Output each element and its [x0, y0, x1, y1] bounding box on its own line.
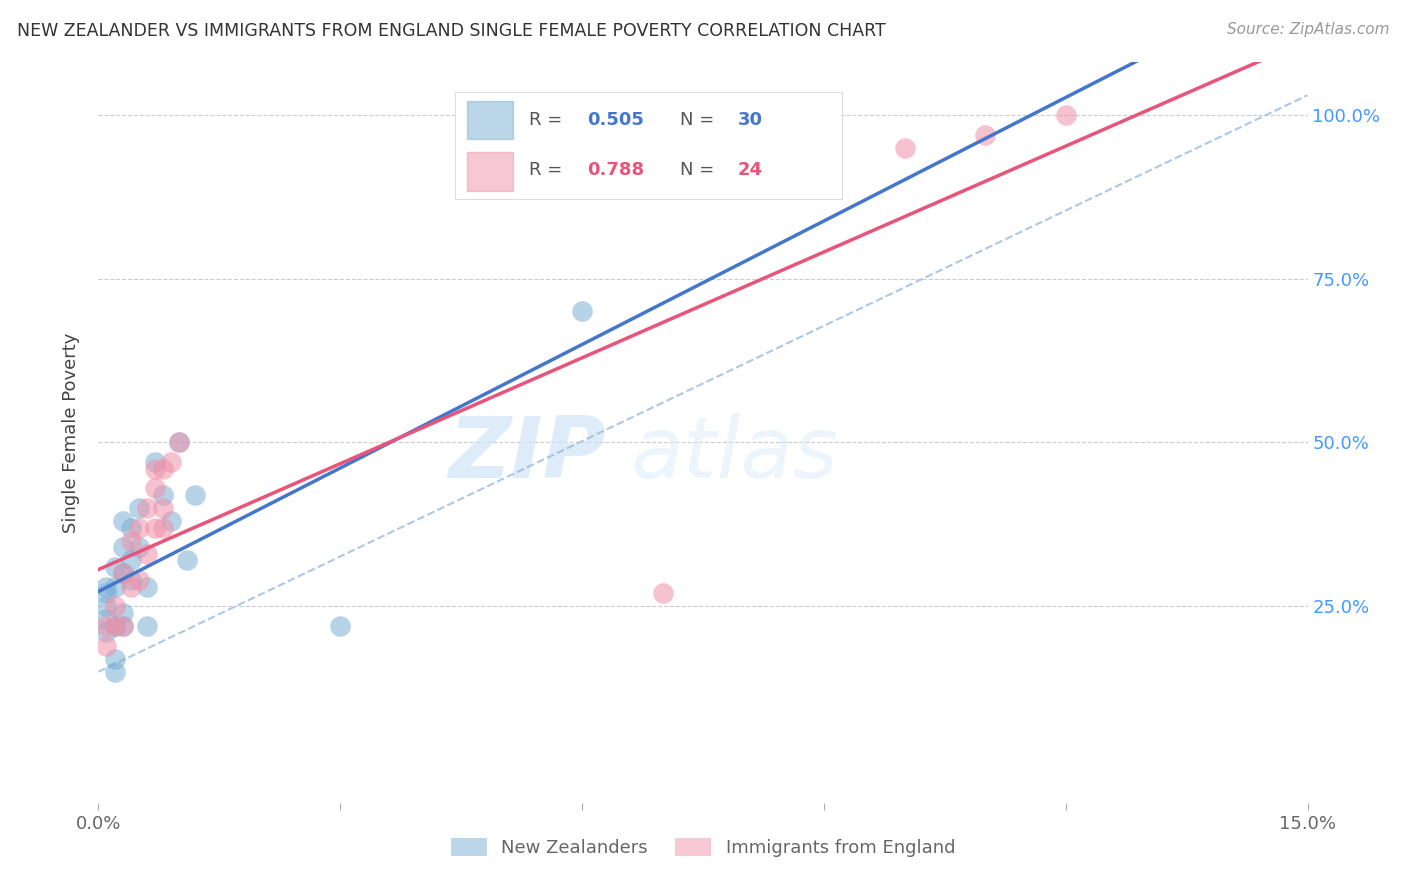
Y-axis label: Single Female Poverty: Single Female Poverty	[62, 333, 80, 533]
Point	[111, 619, 134, 633]
Point	[120, 521, 142, 535]
Point	[96, 639, 118, 653]
Point	[128, 541, 150, 555]
Point	[103, 580, 125, 594]
Point	[111, 566, 134, 581]
Point	[96, 586, 118, 600]
Point	[329, 619, 352, 633]
Point	[128, 521, 150, 535]
Point	[120, 533, 142, 548]
Point	[651, 586, 673, 600]
Point	[96, 619, 118, 633]
Point	[143, 481, 166, 495]
Point	[1054, 108, 1077, 122]
Point	[167, 435, 190, 450]
Point	[103, 651, 125, 665]
Point	[893, 140, 915, 154]
Point	[103, 665, 125, 679]
Point	[571, 304, 593, 318]
Point	[135, 547, 157, 561]
Point	[111, 541, 134, 555]
Point	[143, 455, 166, 469]
Point	[103, 619, 125, 633]
Point	[152, 521, 174, 535]
Text: Source: ZipAtlas.com: Source: ZipAtlas.com	[1226, 22, 1389, 37]
Point	[111, 619, 134, 633]
Point	[176, 553, 198, 567]
Point	[974, 128, 997, 142]
Point	[111, 606, 134, 620]
Point	[184, 488, 207, 502]
Point	[143, 461, 166, 475]
Point	[96, 612, 118, 626]
Point	[103, 599, 125, 614]
Point	[111, 514, 134, 528]
Text: atlas: atlas	[630, 413, 838, 496]
Legend: New Zealanders, Immigrants from England: New Zealanders, Immigrants from England	[444, 830, 962, 864]
Point	[167, 435, 190, 450]
Point	[135, 500, 157, 515]
Text: ZIP: ZIP	[449, 413, 606, 496]
Point	[128, 573, 150, 587]
Point	[120, 580, 142, 594]
Point	[135, 619, 157, 633]
Point	[96, 580, 118, 594]
Point	[103, 619, 125, 633]
Point	[120, 553, 142, 567]
Point	[96, 599, 118, 614]
Point	[160, 514, 183, 528]
Point	[152, 461, 174, 475]
Point	[103, 560, 125, 574]
Point	[152, 488, 174, 502]
Point	[96, 625, 118, 640]
Text: NEW ZEALANDER VS IMMIGRANTS FROM ENGLAND SINGLE FEMALE POVERTY CORRELATION CHART: NEW ZEALANDER VS IMMIGRANTS FROM ENGLAND…	[17, 22, 886, 40]
Point	[128, 500, 150, 515]
Point	[120, 573, 142, 587]
Point	[160, 455, 183, 469]
Point	[135, 580, 157, 594]
Point	[111, 566, 134, 581]
Point	[143, 521, 166, 535]
Point	[152, 500, 174, 515]
